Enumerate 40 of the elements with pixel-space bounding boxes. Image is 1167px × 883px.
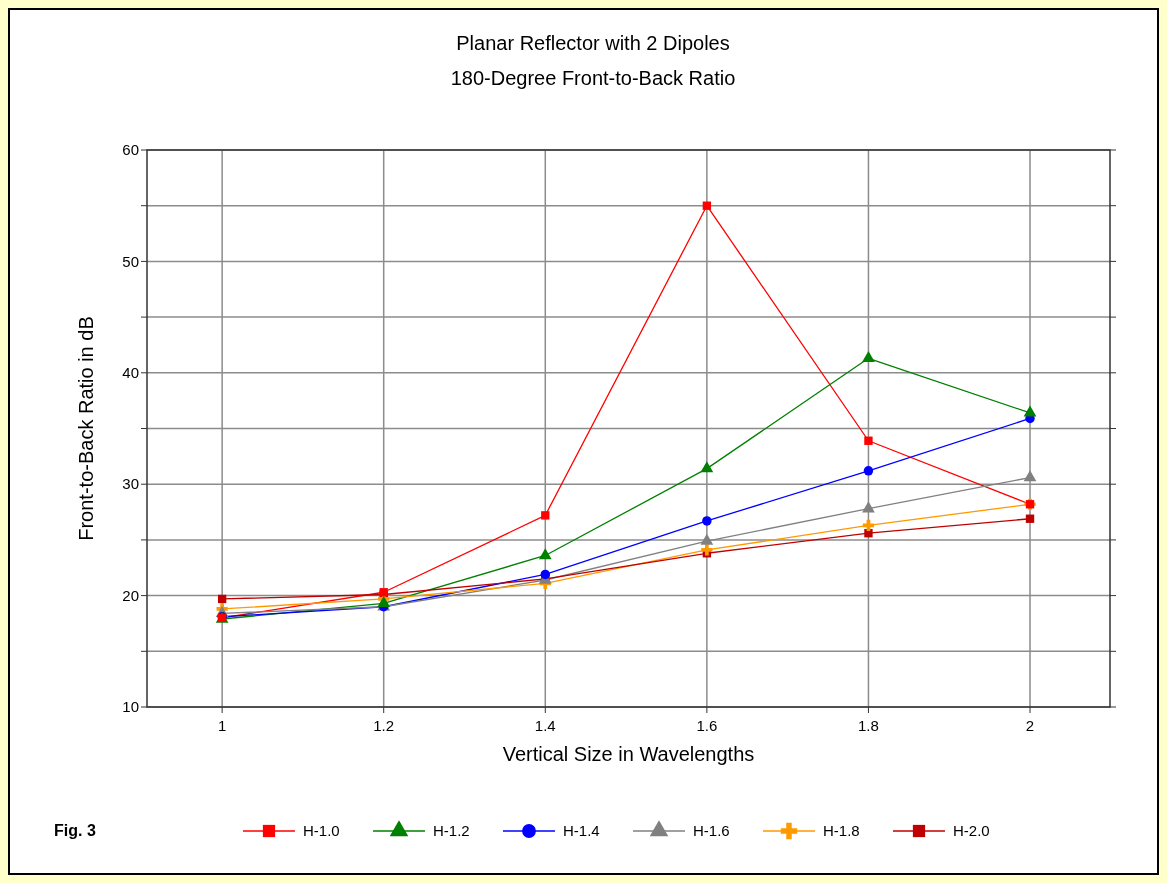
- y-tick-label: 40: [122, 364, 139, 382]
- x-tick-label: 1: [217, 717, 227, 734]
- legend-label: H-1.0: [303, 822, 340, 840]
- point: [864, 436, 873, 445]
- point: [1023, 470, 1037, 482]
- caption: Fig. 3: [54, 822, 96, 839]
- point: [862, 350, 875, 362]
- x-tick-label: 1.4: [534, 717, 556, 734]
- point: [700, 533, 714, 545]
- y-tick-label: 50: [122, 252, 139, 270]
- point: [1023, 405, 1037, 417]
- x-tick-label: 1.6: [696, 717, 718, 734]
- point: [217, 594, 227, 604]
- y-tick-label: 30: [122, 475, 139, 493]
- legend-label: H-1.6: [693, 822, 730, 840]
- point: [1025, 514, 1035, 523]
- chart-title: Planar Reflector with 2 Dipoles: [456, 32, 730, 54]
- y-axis-title: Front-to-Back Ratio in dB: [75, 316, 97, 541]
- legend-label: H-1.4: [563, 822, 600, 840]
- point: [540, 569, 551, 580]
- legend-label: H-2.0: [953, 822, 990, 840]
- point: [702, 201, 712, 210]
- y-tick-label: 20: [122, 586, 139, 604]
- y-tick-label: 60: [122, 141, 139, 159]
- legend-label: H-1.8: [823, 822, 860, 840]
- point: [541, 511, 550, 520]
- point: [538, 548, 552, 560]
- point: [700, 461, 714, 473]
- point: [701, 544, 713, 556]
- point: [863, 466, 874, 476]
- x-axis-title: Vertical Size in Wavelengths: [502, 743, 755, 765]
- point: [702, 516, 712, 526]
- point: [864, 529, 873, 538]
- point: [862, 501, 875, 513]
- legend-label: H-1.2: [433, 822, 470, 840]
- chart-subtitle: 180-Degree Front-to-Back Ratio: [450, 67, 736, 89]
- x-tick-label: 1.2: [373, 717, 395, 734]
- y-tick-label: 10: [122, 698, 139, 716]
- x-tick-label: 1.8: [858, 717, 879, 734]
- x-tick-label: 2: [1025, 717, 1035, 734]
